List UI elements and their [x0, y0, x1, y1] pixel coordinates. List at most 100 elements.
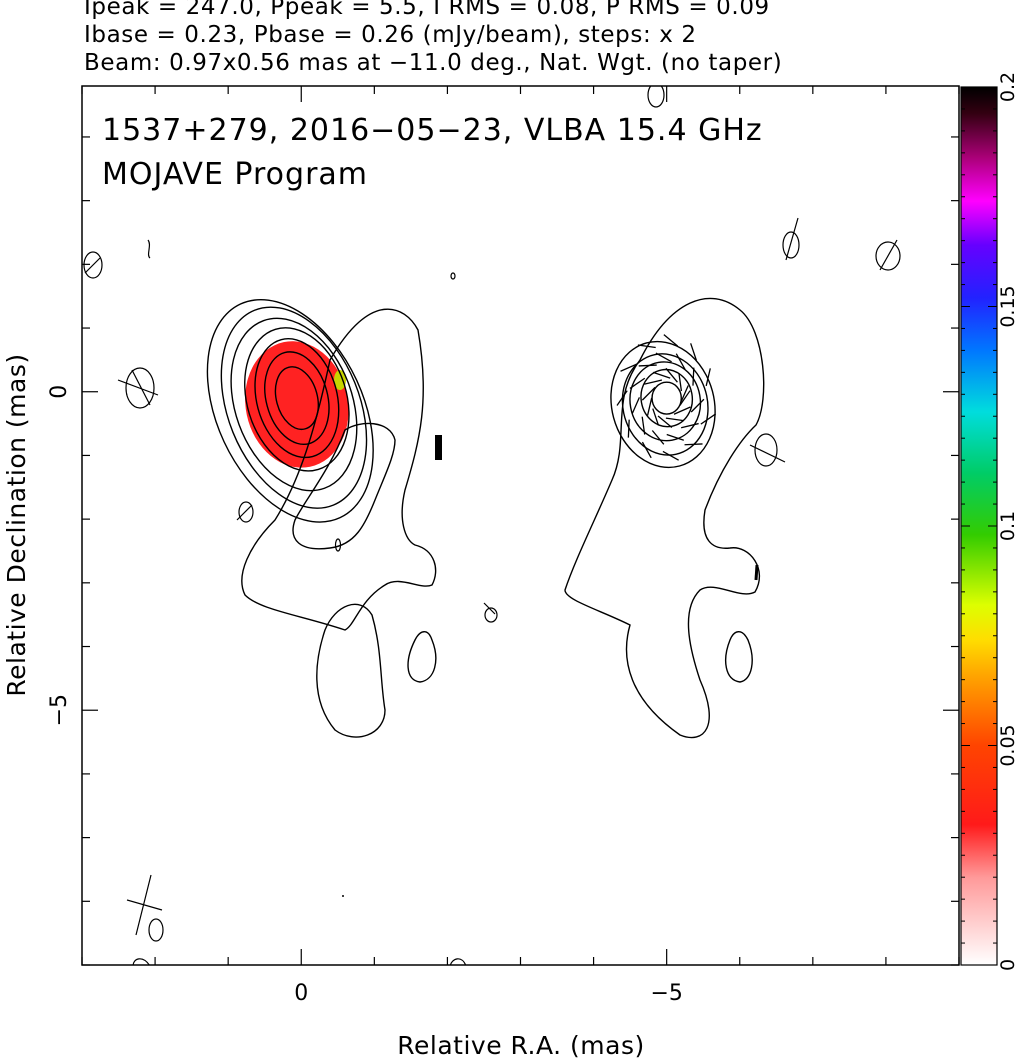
core-contour	[640, 368, 694, 428]
header-line-1: Ipeak = 247.0, Ppeak = 5.5, I RMS = 0.08…	[84, 0, 770, 20]
right-core-contours	[610, 340, 716, 469]
core-contour	[621, 353, 709, 456]
noise-dot	[342, 895, 344, 897]
noise-contour	[782, 231, 800, 259]
left-small-blob	[334, 538, 342, 552]
evpa-vector	[666, 433, 685, 441]
colorbar-label-3: 0.15	[997, 285, 1019, 327]
noise-contour	[125, 367, 155, 409]
evpa-vector	[644, 379, 663, 385]
evpa-vector	[638, 364, 657, 367]
noise-vector	[117, 369, 159, 406]
evpa-vector	[665, 417, 684, 422]
left-core-contours	[206, 298, 374, 523]
noise-vector	[236, 504, 253, 521]
core-contour	[220, 306, 368, 509]
evpa-vectors	[616, 334, 717, 461]
evpa-vector	[680, 385, 689, 403]
header-line-2: Ibase = 0.23, Pbase = 0.26 (mJy/beam), s…	[84, 22, 697, 48]
evpa-vector	[692, 367, 695, 386]
plot-frame	[81, 85, 960, 966]
axis-ticks	[81, 86, 960, 966]
noise-vector	[749, 444, 786, 463]
core-contour	[651, 381, 682, 415]
evpa-vector	[673, 406, 691, 415]
evpa-vector	[690, 343, 698, 361]
noise-contour	[83, 251, 103, 279]
evpa-vector	[651, 430, 665, 445]
colorbar-ticks	[961, 86, 997, 966]
evpa-vector	[684, 443, 703, 446]
evpa-vector	[629, 377, 646, 389]
evpa-vector	[652, 408, 660, 426]
evpa-vector	[663, 334, 679, 347]
noise-contour	[449, 958, 467, 965]
right-jet-outer-contour	[564, 297, 765, 739]
source-annotation: 1537+279, 2016−05−23, VLBA 15.4 GHz	[102, 113, 763, 148]
core-contour	[244, 327, 350, 472]
y-axis-label: Relative Declination (mas)	[2, 353, 31, 696]
evpa-vector	[631, 397, 641, 415]
noise-vector	[483, 602, 496, 615]
program-annotation: MOJAVE Program	[102, 157, 368, 192]
evpa-vector	[627, 419, 630, 438]
noise-vector	[879, 239, 898, 271]
noise-contour	[484, 607, 498, 623]
y-tick-label-0: 0	[47, 385, 72, 399]
colorbar-label-4: 0.2	[997, 72, 1019, 102]
evpa-vector	[652, 371, 671, 379]
evpa-vector	[646, 397, 653, 416]
core-contour	[230, 317, 358, 492]
core-contour	[274, 366, 319, 431]
core-contour	[206, 298, 374, 523]
evpa-vector	[679, 390, 691, 406]
colorbar-label-0: 0	[997, 959, 1019, 971]
x-axis-label: Relative R.A. (mas)	[397, 1031, 644, 1060]
noise-contour	[754, 433, 778, 467]
polarized-intensity-edge	[334, 370, 346, 390]
left-jet-outer-contour	[241, 308, 437, 631]
colorbar-label-2: 0.1	[997, 511, 1019, 541]
noise-vector	[126, 874, 163, 936]
noise-contour	[450, 272, 456, 280]
evpa-vector	[665, 367, 678, 383]
core-contour	[610, 340, 716, 469]
left-knot-contour	[407, 631, 437, 683]
evpa-vector	[705, 368, 711, 387]
evpa-vector	[662, 450, 679, 461]
noise-vector	[754, 564, 759, 581]
y-tick-label-1: −5	[47, 694, 72, 726]
noise-contour	[875, 241, 901, 271]
noise-vector	[84, 257, 101, 274]
evpa-vector	[678, 373, 683, 392]
colorbar-label-1: 0.05	[997, 724, 1019, 766]
evpa-vector	[675, 353, 686, 370]
noise-contour	[238, 501, 254, 523]
map-area	[83, 86, 901, 965]
left-jet-inner-contour	[292, 422, 396, 550]
noise-contour	[147, 239, 151, 259]
evpa-vector	[655, 352, 672, 363]
evpa-vector	[690, 398, 705, 413]
x-tick-label-1: −5	[650, 981, 682, 1006]
left-marker-bar	[435, 435, 442, 460]
evpa-vector	[657, 415, 673, 429]
left-jet-tail-contour	[316, 603, 386, 738]
evpa-vector	[641, 416, 646, 435]
noise-vector	[785, 217, 799, 261]
evpa-vector	[700, 413, 717, 425]
evpa-vector	[616, 390, 628, 406]
header-line-3: Beam: 0.97x0.56 mas at −11.0 deg., Nat. …	[84, 50, 783, 76]
noise-contour	[148, 918, 164, 942]
evpa-vector	[680, 422, 699, 429]
evpa-vector	[641, 441, 652, 459]
evpa-vector	[620, 363, 638, 372]
evpa-vector	[641, 386, 656, 401]
right-knot-contour	[724, 631, 753, 683]
x-tick-label-0: 0	[294, 981, 308, 1006]
noise-contour	[647, 86, 665, 108]
noise-contour	[132, 958, 150, 965]
core-contour	[629, 361, 702, 442]
core-contour	[254, 338, 340, 459]
